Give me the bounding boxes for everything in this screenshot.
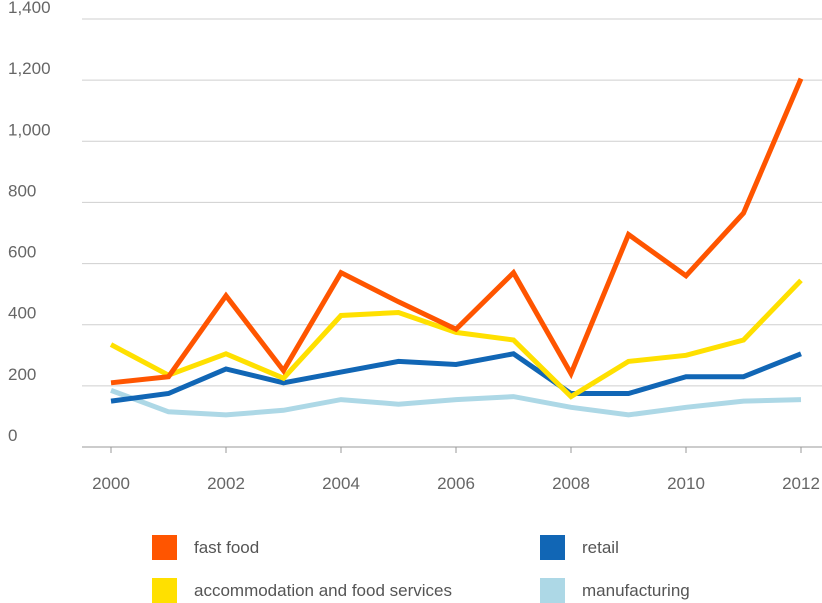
x-tick-label: 2004 <box>322 474 360 493</box>
x-tick-label: 2000 <box>92 474 130 493</box>
series-line-manufacturing <box>110 388 802 418</box>
legend-label-accommodation: accommodation and food services <box>194 580 452 600</box>
y-tick-label: 1,000 <box>8 120 51 139</box>
series-line-accommodation-and-food-services <box>109 278 803 400</box>
y-tick-label: 0 <box>8 426 17 445</box>
x-tick-label: 2008 <box>552 474 590 493</box>
legend-swatch-retail <box>540 535 565 560</box>
legend-item-fast-food[interactable]: fast food <box>152 535 259 560</box>
gridlines <box>82 18 822 453</box>
x-axis-tick-labels: 2000 2002 2004 2006 2008 2010 2012 <box>92 474 820 493</box>
legend-item-manufacturing[interactable]: manufacturing <box>540 578 690 603</box>
y-tick-label: 600 <box>8 243 36 262</box>
legend-label-fast-food: fast food <box>194 537 260 557</box>
x-tick-label: 2002 <box>207 474 245 493</box>
series-line-fast-food <box>110 77 804 386</box>
legend-swatch-fast-food <box>152 535 177 560</box>
series-lines <box>109 77 804 418</box>
x-tick-label: 2006 <box>437 474 475 493</box>
y-tick-label: 400 <box>8 304 36 323</box>
legend-label-manufacturing: manufacturing <box>582 580 690 600</box>
y-axis-tick-labels: 0 200 400 600 800 1,000 1,200 1,400 <box>8 0 51 445</box>
y-tick-label: 800 <box>8 181 36 200</box>
legend-swatch-manufacturing <box>540 578 565 603</box>
x-tick-label: 2012 <box>782 474 820 493</box>
y-tick-label: 1,400 <box>8 0 51 17</box>
y-tick-label: 200 <box>8 365 36 384</box>
series-line-retail <box>110 351 802 404</box>
x-tick-label: 2010 <box>667 474 705 493</box>
y-tick-label: 1,200 <box>8 59 51 78</box>
legend-label-retail: retail <box>582 537 619 557</box>
legend-item-retail[interactable]: retail <box>540 535 619 560</box>
legend-swatch-accommodation <box>152 578 177 603</box>
legend-item-accommodation[interactable]: accommodation and food services <box>152 578 452 603</box>
